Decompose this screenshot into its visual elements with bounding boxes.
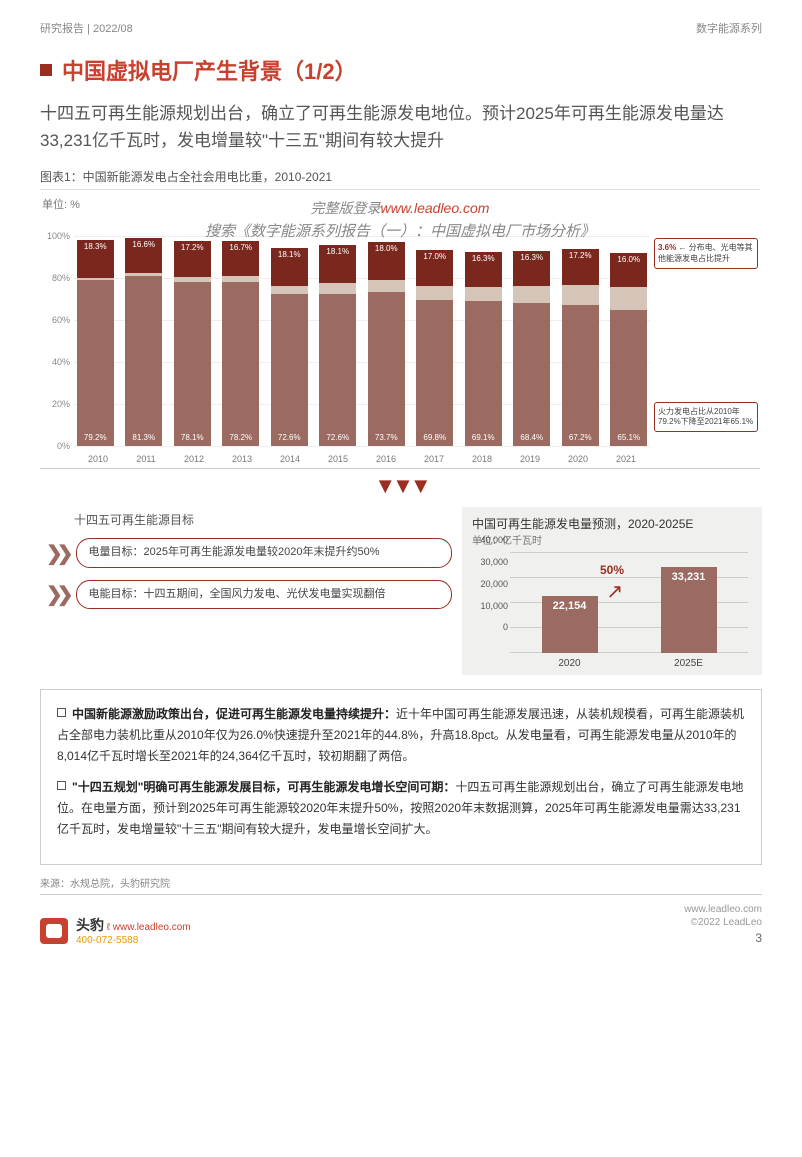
watermark-2: 搜索《数字能源系列报告（一）：中国虚拟电厂市场分析》 [40, 220, 760, 241]
chevron-right-icon: ❯❯ [40, 582, 68, 607]
body-text-box: 中国新能源激励政策出台，促进可再生能源发电量持续提升：近十年中国可再生能源发展迅… [40, 689, 762, 865]
footer-left-text: 头豹 ℓ www.leadleo.com 400-072-5588 [76, 916, 191, 947]
chart1-caption: 图表1：中国新能源发电占全社会用电比重，2010-2021 [40, 168, 762, 185]
page-number: 3 [684, 931, 762, 947]
header-right: 数字能源系列 [696, 20, 762, 36]
chart2-title: 中国可再生能源发电量预测，2020-2025E [472, 515, 752, 532]
targets-title: 十四五可再生能源目标 [74, 511, 452, 528]
body-para-1: 中国新能源激励政策出台，促进可再生能源发电量持续提升：近十年中国可再生能源发展迅… [57, 704, 745, 767]
chart2-unit: 单位：亿千瓦时 [472, 532, 752, 547]
source-line: 来源：水规总院，头豹研究院 [40, 875, 762, 895]
chevron-right-icon: ❯❯ [40, 541, 68, 566]
leadleo-logo-icon [40, 918, 68, 944]
target-2: 电能目标：十四五期间，全国风力发电、光伏发电量实现翻倍 [76, 580, 452, 609]
chart1-stacked-bar: 单位: % 完整版登录www.leadleo.com 搜索《数字能源系列报告（一… [40, 189, 760, 469]
page-title: 中国虚拟电厂产生背景（1/2） [62, 54, 357, 86]
chart2-panel: 中国可再生能源发电量预测，2020-2025E 单位：亿千瓦时 50% ↗ 01… [462, 507, 762, 675]
header-left: 研究报告 | 2022/08 [40, 20, 133, 36]
footer-right: www.leadleo.com©2022 LeadLeo 3 [684, 903, 762, 947]
target-1: 电量目标：2025年可再生能源发电量较2020年末提升约50% [76, 538, 452, 567]
page-subtitle: 十四五可再生能源规划出台，确立了可再生能源发电地位。预计2025年可再生能源发电… [40, 100, 762, 154]
arrow-down-icon: ▼▼▼ [40, 473, 762, 499]
chart1-annotation-top: 3.6% ← 分布电、光电等其他能源发电占比提升 [654, 238, 758, 269]
chart1-annotation-bot: 火力发电占比从2010年79.2%下降至2021年65.1% [654, 402, 758, 433]
body-para-2: "十四五规划"明确可再生能源发展目标，可再生能源发电增长空间可期：十四五可再生能… [57, 777, 745, 840]
watermark-1: 完整版登录www.leadleo.com [40, 198, 760, 218]
chart2-bar: 50% ↗ 010,00020,00030,00040,000 22,15433… [472, 549, 752, 669]
title-bullet-icon [40, 64, 52, 76]
